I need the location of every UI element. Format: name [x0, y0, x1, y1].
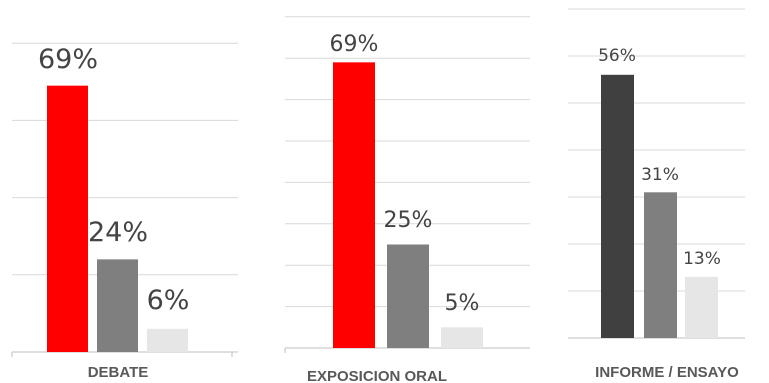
- data-label: 31%: [641, 165, 679, 185]
- category-label: INFORME / ENSAYO: [595, 364, 739, 381]
- bar-3: [441, 327, 483, 348]
- data-label: 69%: [38, 44, 98, 75]
- chart-exposicion-oral: 69% 25% 5% EXPOSICION ORAL: [284, 16, 530, 383]
- category-label: EXPOSICION ORAL: [307, 368, 447, 383]
- data-label: 25%: [384, 208, 433, 233]
- data-label: 13%: [683, 249, 721, 269]
- bar-2: [387, 244, 429, 348]
- bar-1: [47, 85, 88, 352]
- bar-1: [333, 62, 375, 349]
- bar-3: [685, 276, 718, 338]
- data-label: 69%: [330, 32, 379, 57]
- chart-debate: 69% 24% 6% DEBATE: [11, 42, 238, 381]
- bar-3: [147, 328, 188, 352]
- chart-informe-ensayo: 56% 31% 13% INFORME / ENSAYO: [568, 8, 745, 381]
- data-label: 24%: [88, 217, 148, 248]
- bar-1: [601, 74, 634, 339]
- data-label: 5%: [445, 291, 480, 316]
- data-label: 56%: [598, 46, 636, 66]
- data-label: 6%: [147, 285, 190, 316]
- bar-2: [644, 192, 677, 338]
- bar-2: [97, 259, 138, 352]
- category-label: DEBATE: [88, 364, 149, 381]
